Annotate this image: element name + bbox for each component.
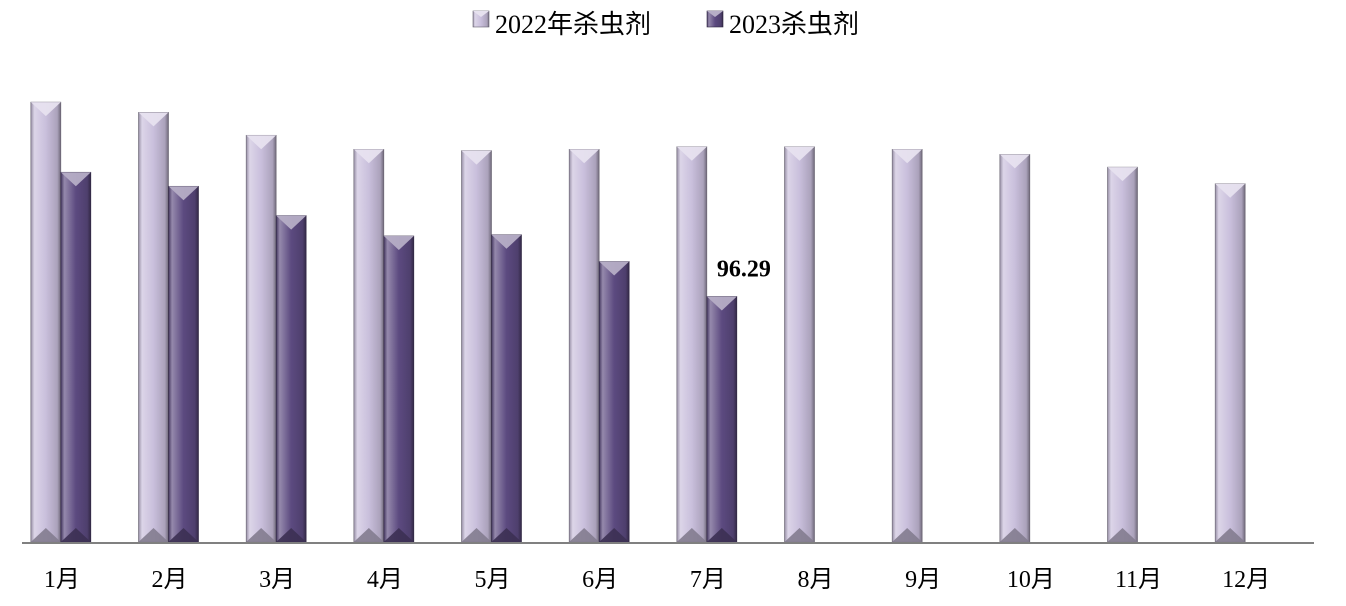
- bar-s2022-12: [1214, 183, 1246, 543]
- bar-s2022-10: [999, 154, 1031, 543]
- bar-s2022-4: [353, 149, 385, 543]
- legend-item-s2023: 2023杀虫剂: [706, 10, 859, 39]
- bar-s2023-2: [168, 185, 199, 543]
- x-tick-label: 8月: [798, 567, 834, 593]
- legend-item-s2022: 2022年杀虫剂: [472, 10, 651, 39]
- bar-s2022-9: [891, 149, 923, 543]
- bar-s2022-11: [1107, 166, 1138, 543]
- x-tick-label: 11月: [1115, 567, 1162, 593]
- x-tick-labels: 1月 2月 3月 4月 5月 6月 7月 8月 9月 10月 11月 12月: [44, 567, 1270, 593]
- x-tick-label: 7月: [690, 567, 726, 593]
- legend: 2022年杀虫剂 2023杀虫剂: [472, 10, 859, 39]
- legend-swatch: [472, 10, 490, 28]
- bar-s2023-3: [275, 215, 307, 543]
- x-tick-label: 4月: [367, 567, 403, 593]
- legend-swatch: [706, 10, 724, 28]
- bars: [30, 101, 1246, 543]
- bar-s2022-6: [568, 149, 600, 543]
- data-labels: 96.29: [717, 256, 771, 282]
- bar-s2023-5: [491, 234, 522, 543]
- x-tick-label: 3月: [259, 567, 295, 593]
- bar-s2022-8: [784, 146, 815, 543]
- legend-label: 2023杀虫剂: [729, 10, 859, 39]
- bar-s2023-4: [383, 235, 415, 543]
- x-tick-label: 1月: [44, 567, 80, 593]
- x-tick-label: 5月: [475, 567, 511, 593]
- bar-s2022-7: [676, 146, 708, 543]
- data-label: 96.29: [717, 256, 771, 282]
- bar-s2022-5: [461, 150, 492, 543]
- x-tick-label: 12月: [1222, 567, 1270, 593]
- bar-s2022-2: [138, 112, 169, 543]
- x-tick-label: 2月: [152, 567, 188, 593]
- bar-s2022-1: [30, 101, 62, 543]
- x-tick-label: 6月: [582, 567, 618, 593]
- x-tick-label: 10月: [1007, 567, 1055, 593]
- bar-s2023-7: [706, 296, 738, 543]
- bar-s2022-3: [245, 134, 277, 543]
- bar-s2023-1: [60, 171, 92, 543]
- bar-s2023-6: [598, 261, 630, 543]
- legend-label: 2022年杀虫剂: [495, 10, 651, 39]
- x-tick-label: 9月: [905, 567, 941, 593]
